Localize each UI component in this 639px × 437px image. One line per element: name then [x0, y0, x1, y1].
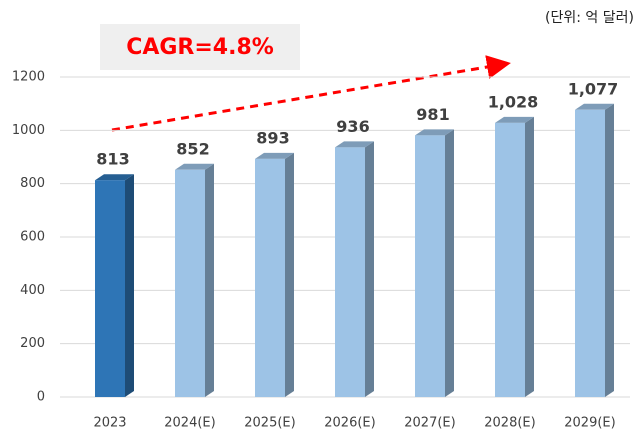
bar-top	[255, 152, 294, 159]
bar	[415, 135, 445, 397]
value-label: 936	[336, 117, 369, 136]
bar	[255, 158, 285, 397]
x-tick-label: 2024(E)	[164, 416, 215, 431]
value-label: 981	[416, 105, 449, 124]
bar	[175, 169, 205, 397]
cagr-box	[100, 24, 300, 70]
x-tick-label: 2026(E)	[324, 416, 375, 431]
y-tick-label: 0	[37, 390, 45, 405]
value-label: 1,028	[488, 92, 539, 111]
bar-top	[415, 129, 454, 136]
unit-label: (단위: 억 달러)	[545, 10, 634, 26]
bar-top	[335, 141, 374, 148]
bar-top	[175, 163, 214, 170]
bar-top	[495, 116, 534, 123]
x-tick-label: 2028(E)	[484, 416, 535, 431]
value-label: 1,077	[568, 79, 619, 98]
bar-top	[95, 174, 134, 181]
bar	[95, 180, 125, 397]
bar-side	[525, 116, 534, 397]
y-tick-label: 1000	[12, 123, 45, 138]
trend-arrow	[111, 55, 511, 132]
value-label: 852	[176, 139, 209, 158]
bar-top	[575, 103, 614, 110]
cagr-label: CAGR=4.8%	[126, 35, 274, 60]
x-tick-label: 2023	[93, 416, 126, 431]
value-label: 813	[96, 150, 129, 169]
bar	[575, 109, 605, 398]
bar-side	[605, 103, 614, 398]
x-tick-label: 2025(E)	[244, 416, 295, 431]
bar-side	[125, 174, 134, 397]
bar-side	[445, 129, 454, 397]
y-tick-label: 800	[20, 176, 45, 191]
y-tick-label: 400	[20, 283, 45, 298]
y-tick-label: 600	[20, 230, 45, 245]
x-tick-label: 2027(E)	[404, 416, 455, 431]
y-tick-label: 1200	[12, 70, 45, 85]
bar	[495, 122, 525, 397]
bar-side	[285, 152, 294, 397]
y-tick-label: 200	[20, 336, 45, 351]
x-tick-label: 2029(E)	[564, 416, 615, 431]
bar-side	[365, 141, 374, 397]
bar	[335, 147, 365, 397]
bar-side	[205, 163, 214, 397]
value-label: 893	[256, 128, 289, 147]
